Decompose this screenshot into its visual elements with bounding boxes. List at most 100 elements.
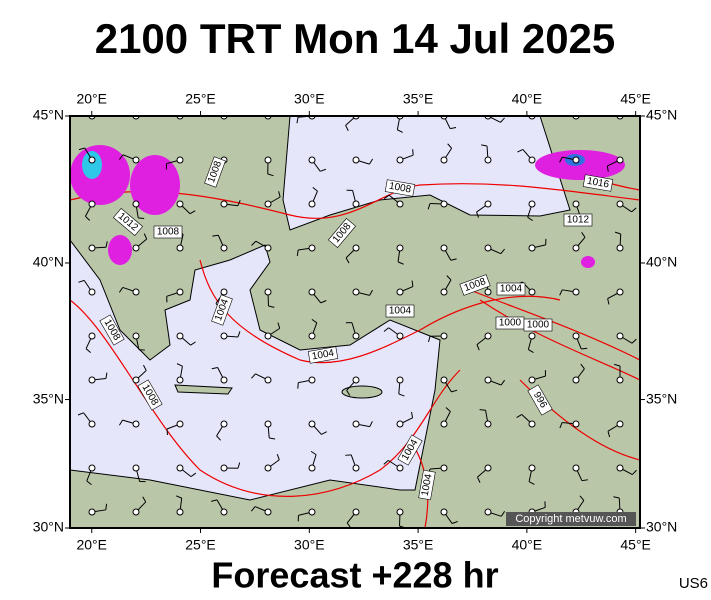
barb-flag [78,147,85,151]
station [88,156,96,164]
barb-flag [581,347,588,350]
station [220,420,228,428]
station [396,464,404,472]
barb-flag [179,99,184,102]
station [484,332,492,340]
isobar-label: 1004 [307,346,339,364]
cyprus [341,385,383,399]
barb-flag [267,173,274,177]
barb-staff [223,116,224,117]
station [352,156,360,164]
station [308,288,316,296]
station [528,200,536,208]
isobar-label: 1008 [384,179,416,197]
station [616,464,624,472]
station [440,332,448,340]
barb-flag [580,363,585,370]
barb-flag [476,344,480,351]
station [308,420,316,428]
barb-flag [237,331,241,338]
station [484,376,492,384]
station [264,508,272,516]
barb-flag [428,336,431,343]
station [176,288,184,296]
station [308,508,316,516]
isobar-label: 1008 [153,225,183,239]
precipitation [70,145,625,268]
barb-flag [251,373,256,379]
lon-label: 30°E [294,537,325,553]
barb-flag [118,419,123,426]
barb-flag [78,279,85,283]
barb-flag [190,472,197,478]
lat-label: 40°N [646,254,677,270]
barb-flag [346,390,351,396]
isobar-label: 1004 [418,469,436,501]
isobar-label: 1004 [385,304,415,318]
crete [174,384,233,395]
region-label: US6 [679,575,708,592]
station [308,244,316,252]
barb-flag [250,506,256,512]
station [176,156,184,164]
barb-flag [176,363,183,367]
station [132,376,140,384]
barb-flag [211,367,218,370]
station [572,244,580,252]
isobar-value: 1008 [157,227,180,238]
station [572,200,580,208]
barb-staff [576,116,577,117]
barb-flag [527,216,533,222]
barb-staff [180,116,181,117]
isobar-label-box [211,294,233,326]
barb-flag [312,186,318,192]
station [352,376,360,384]
forecast-label: Forecast +228 hr [211,555,498,596]
barb-flag [397,129,403,133]
station [484,420,492,428]
station [528,288,536,296]
barb-flag [481,144,488,147]
station [528,156,536,164]
barb-flag [451,389,458,393]
station [352,244,360,252]
station [352,420,360,428]
barb-flag [345,257,350,264]
barb-flag [278,191,281,198]
station [396,376,404,384]
barb-flag [175,495,182,499]
isobar-label-box [137,379,163,411]
station [396,244,404,252]
barb-flag [607,431,611,438]
isobar-value: 1016 [586,176,610,191]
title: 2100 TRT Mon 14 Jul 2025 [95,15,616,62]
barb-flag [189,210,196,215]
barb-flag [269,437,276,440]
lon-label: 30°E [294,91,325,107]
station [484,156,492,164]
station [176,464,184,472]
station [352,200,360,208]
station [616,156,624,164]
station [440,244,448,252]
barb-flag [613,496,620,499]
barb-flag [411,280,414,287]
station [308,464,316,472]
barb-flag [546,108,547,114]
lat-label: 35°N [646,390,677,406]
barb-flag [252,109,256,113]
station [616,200,624,208]
station [616,244,624,252]
isobar-label-box [153,225,183,239]
isobar-label: 1004 [496,282,526,296]
barb-flag [310,450,317,456]
barb-flag [296,117,299,124]
barb-flag [450,258,457,261]
isobar-value: 1004 [420,473,435,497]
isobar-value: 1004 [389,306,412,317]
isobar-label-box [459,274,491,296]
station [352,508,360,516]
barb-staff [136,116,137,117]
lon-label: 35°E [403,91,434,107]
